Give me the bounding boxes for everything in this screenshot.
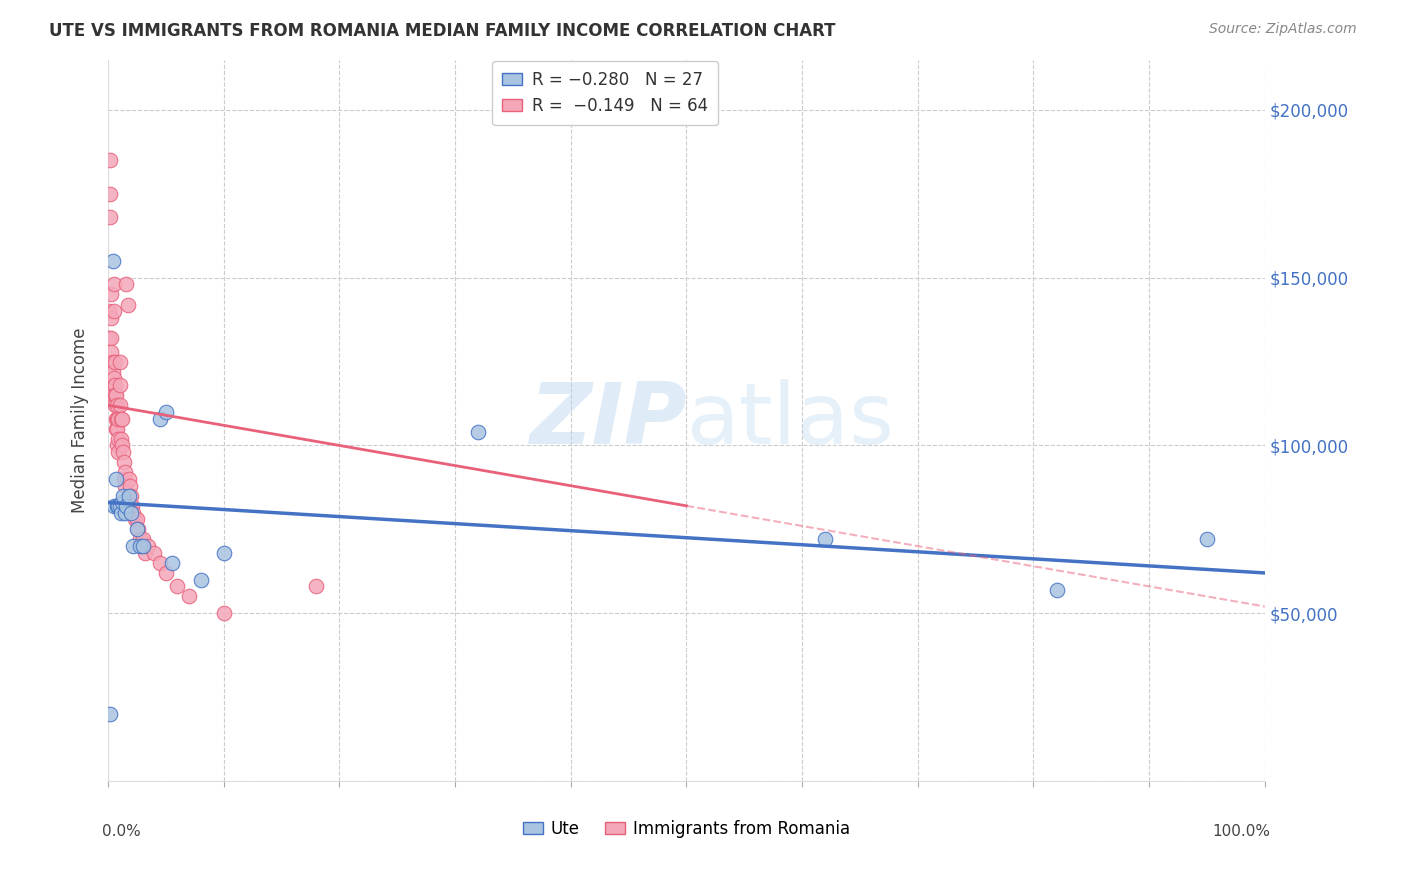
Point: [105, 411, 128, 425]
Point: [112, 472, 135, 486]
Point: [105, 499, 128, 513]
Text: 0.0%: 0.0%: [103, 824, 141, 839]
Point: [177, 590, 200, 604]
Point: [127, 522, 149, 536]
Point: [110, 506, 132, 520]
Point: [467, 425, 489, 439]
Point: [108, 378, 131, 392]
Point: [103, 371, 125, 385]
Point: [98, 331, 121, 345]
Point: [212, 546, 235, 560]
Point: [105, 388, 128, 402]
Point: [117, 297, 139, 311]
Point: [110, 432, 132, 446]
Point: [118, 489, 141, 503]
Point: [110, 411, 132, 425]
Point: [107, 411, 129, 425]
Point: [98, 304, 121, 318]
Point: [107, 445, 129, 459]
Point: [124, 512, 146, 526]
Point: [101, 365, 124, 379]
Point: [107, 432, 129, 446]
Point: [104, 378, 127, 392]
Point: [149, 411, 172, 425]
Point: [104, 354, 127, 368]
Point: [138, 539, 160, 553]
Point: [98, 354, 121, 368]
Point: [212, 606, 235, 620]
Point: [129, 533, 152, 547]
Point: [108, 354, 131, 368]
Point: [112, 455, 135, 469]
Point: [143, 546, 166, 560]
Point: [134, 546, 156, 560]
Point: [114, 465, 136, 479]
Point: [104, 388, 127, 402]
Point: [121, 499, 143, 513]
Point: [114, 506, 136, 520]
Point: [190, 573, 212, 587]
Point: [122, 506, 145, 520]
Text: UTE VS IMMIGRANTS FROM ROMANIA MEDIAN FAMILY INCOME CORRELATION CHART: UTE VS IMMIGRANTS FROM ROMANIA MEDIAN FA…: [49, 22, 835, 40]
Point: [105, 422, 128, 436]
Legend: Ute, Immigrants from Romania: Ute, Immigrants from Romania: [516, 814, 858, 845]
Point: [104, 398, 127, 412]
Point: [101, 254, 124, 268]
Text: 100.0%: 100.0%: [1212, 824, 1271, 839]
Point: [101, 388, 124, 402]
Point: [107, 499, 129, 513]
Text: atlas: atlas: [686, 379, 894, 462]
Point: [101, 354, 124, 368]
Point: [108, 398, 131, 412]
Point: [111, 438, 134, 452]
Y-axis label: Median Family Income: Median Family Income: [72, 327, 89, 513]
Point: [100, 310, 122, 325]
Point: [131, 533, 153, 547]
Point: [100, 331, 122, 345]
Point: [149, 556, 172, 570]
Point: [155, 566, 177, 580]
Point: [103, 499, 125, 513]
Point: [125, 512, 148, 526]
Point: [118, 479, 141, 493]
Point: [131, 539, 153, 553]
Point: [166, 579, 188, 593]
Point: [111, 495, 134, 509]
Point: [814, 533, 837, 547]
Point: [105, 472, 128, 486]
Point: [103, 304, 125, 318]
Text: Source: ZipAtlas.com: Source: ZipAtlas.com: [1209, 22, 1357, 37]
Point: [1195, 533, 1218, 547]
Point: [105, 438, 128, 452]
Point: [155, 405, 177, 419]
Point: [120, 506, 142, 520]
Point: [101, 378, 124, 392]
Point: [100, 287, 122, 301]
Point: [305, 579, 328, 593]
Point: [111, 411, 134, 425]
Point: [105, 422, 128, 436]
Point: [112, 445, 135, 459]
Point: [105, 398, 128, 412]
Point: [108, 499, 131, 513]
Point: [118, 472, 141, 486]
Point: [114, 479, 136, 493]
Point: [105, 411, 128, 425]
Point: [129, 539, 152, 553]
Point: [98, 186, 121, 201]
Point: [98, 706, 121, 721]
Point: [98, 211, 121, 225]
Point: [120, 489, 142, 503]
Point: [100, 344, 122, 359]
Point: [160, 556, 183, 570]
Point: [98, 153, 121, 168]
Text: ZIP: ZIP: [529, 379, 686, 462]
Point: [122, 539, 145, 553]
Point: [112, 489, 135, 503]
Point: [115, 499, 138, 513]
Point: [115, 277, 138, 292]
Point: [103, 277, 125, 292]
Point: [1045, 582, 1067, 597]
Point: [125, 522, 148, 536]
